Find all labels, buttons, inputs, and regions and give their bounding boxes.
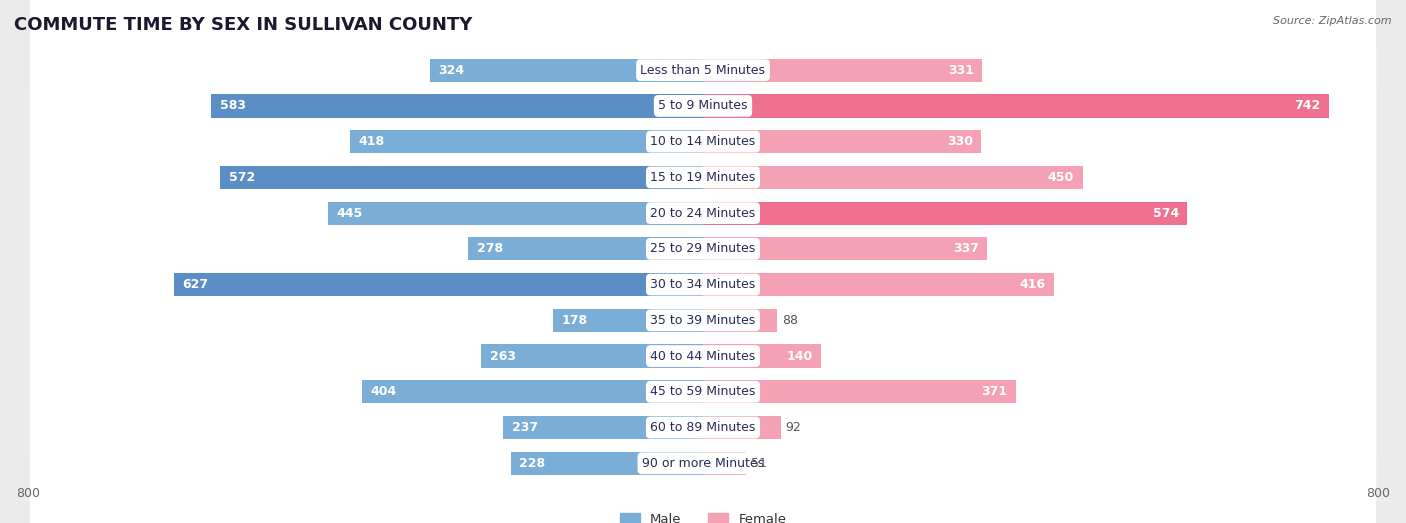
Text: 25 to 29 Minutes: 25 to 29 Minutes (651, 242, 755, 255)
Bar (703, 237, 987, 260)
Text: 140: 140 (786, 349, 813, 362)
Text: COMMUTE TIME BY SEX IN SULLIVAN COUNTY: COMMUTE TIME BY SEX IN SULLIVAN COUNTY (14, 16, 472, 33)
FancyBboxPatch shape (30, 338, 1376, 523)
FancyBboxPatch shape (30, 0, 1376, 196)
Text: Source: ZipAtlas.com: Source: ZipAtlas.com (1274, 16, 1392, 26)
Text: 324: 324 (439, 64, 464, 77)
Text: 30 to 34 Minutes: 30 to 34 Minutes (651, 278, 755, 291)
Bar (703, 166, 1083, 189)
Bar (703, 380, 1017, 403)
FancyBboxPatch shape (30, 267, 1376, 517)
Text: 278: 278 (477, 242, 503, 255)
FancyBboxPatch shape (30, 52, 1376, 303)
Text: 90 or more Minutes: 90 or more Minutes (643, 457, 763, 470)
FancyBboxPatch shape (30, 160, 1376, 410)
Text: 583: 583 (219, 99, 246, 112)
Text: 60 to 89 Minutes: 60 to 89 Minutes (651, 421, 755, 434)
FancyBboxPatch shape (30, 123, 1376, 374)
Bar (703, 416, 780, 439)
Text: 92: 92 (786, 421, 801, 434)
Text: 574: 574 (1153, 207, 1178, 220)
Bar (703, 309, 778, 332)
Bar (510, 452, 703, 475)
Text: 88: 88 (782, 314, 799, 327)
Text: 404: 404 (371, 385, 396, 399)
Bar (328, 201, 703, 225)
Bar (481, 345, 703, 368)
Text: 445: 445 (336, 207, 363, 220)
Text: 331: 331 (948, 64, 974, 77)
Bar (703, 452, 747, 475)
Text: 40 to 44 Minutes: 40 to 44 Minutes (651, 349, 755, 362)
Text: 5 to 9 Minutes: 5 to 9 Minutes (658, 99, 748, 112)
Text: 742: 742 (1295, 99, 1320, 112)
Bar (703, 130, 981, 153)
Text: 416: 416 (1019, 278, 1046, 291)
Text: 45 to 59 Minutes: 45 to 59 Minutes (651, 385, 755, 399)
Text: 15 to 19 Minutes: 15 to 19 Minutes (651, 171, 755, 184)
Text: Less than 5 Minutes: Less than 5 Minutes (641, 64, 765, 77)
Bar (221, 166, 703, 189)
Text: 35 to 39 Minutes: 35 to 39 Minutes (651, 314, 755, 327)
Bar (363, 380, 703, 403)
Bar (703, 201, 1187, 225)
Text: 418: 418 (359, 135, 385, 148)
Bar (211, 94, 703, 118)
Text: 627: 627 (183, 278, 208, 291)
Text: 237: 237 (512, 421, 537, 434)
Bar (503, 416, 703, 439)
FancyBboxPatch shape (30, 231, 1376, 481)
Bar (174, 273, 703, 296)
FancyBboxPatch shape (30, 302, 1376, 523)
Text: 51: 51 (751, 457, 766, 470)
Text: 337: 337 (953, 242, 979, 255)
Text: 330: 330 (948, 135, 973, 148)
Bar (430, 59, 703, 82)
FancyBboxPatch shape (30, 88, 1376, 338)
FancyBboxPatch shape (30, 195, 1376, 446)
Text: 178: 178 (561, 314, 588, 327)
Text: 371: 371 (981, 385, 1008, 399)
Legend: Male, Female: Male, Female (620, 513, 786, 523)
Bar (350, 130, 703, 153)
Bar (703, 273, 1054, 296)
Text: 450: 450 (1047, 171, 1074, 184)
Bar (468, 237, 703, 260)
Text: 572: 572 (229, 171, 254, 184)
FancyBboxPatch shape (30, 0, 1376, 231)
Bar (703, 345, 821, 368)
Text: 263: 263 (489, 349, 516, 362)
FancyBboxPatch shape (30, 16, 1376, 267)
Bar (703, 59, 983, 82)
Text: 10 to 14 Minutes: 10 to 14 Minutes (651, 135, 755, 148)
Bar (553, 309, 703, 332)
Text: 228: 228 (519, 457, 546, 470)
Bar (703, 94, 1329, 118)
Text: 20 to 24 Minutes: 20 to 24 Minutes (651, 207, 755, 220)
